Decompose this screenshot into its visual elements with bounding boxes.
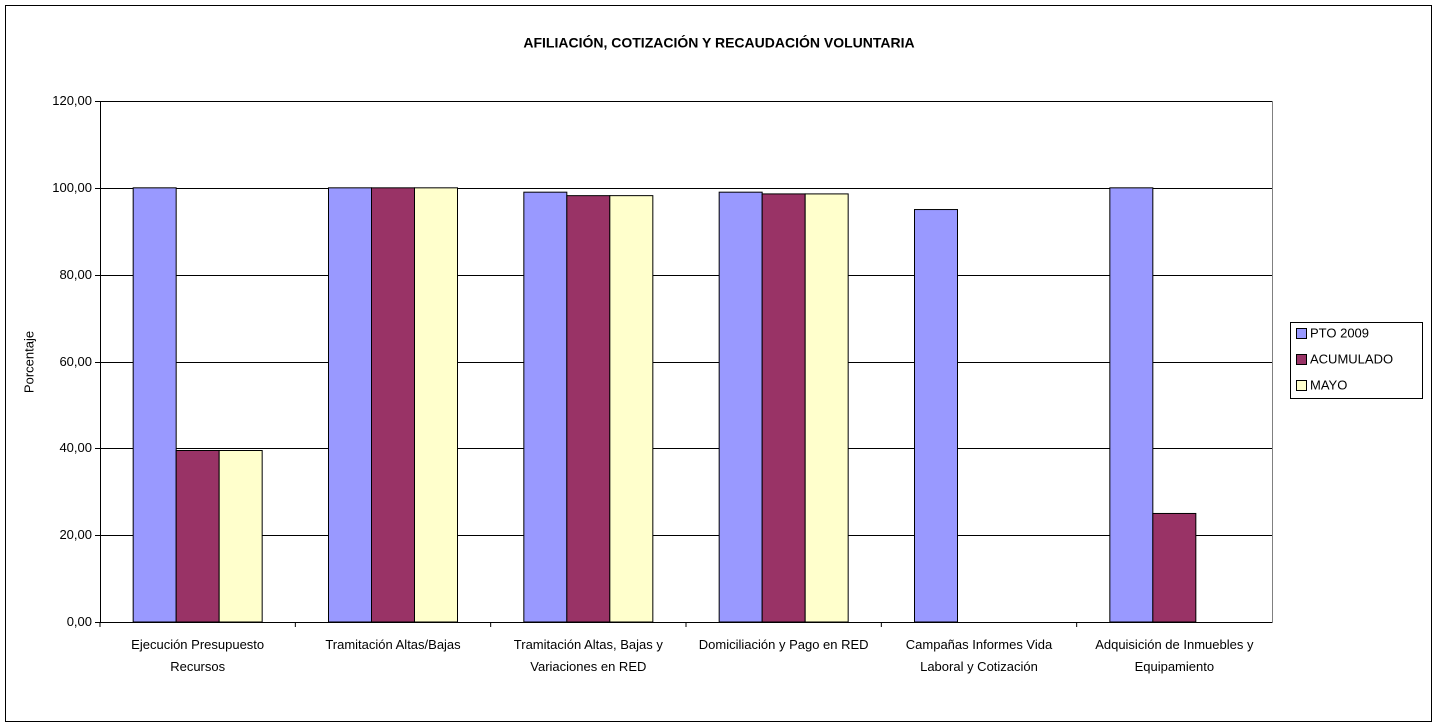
legend-box	[1290, 322, 1423, 399]
bar	[566, 195, 611, 623]
chart-title: AFILIACIÓN, COTIZACIÓN Y RECAUDACIÓN VOL…	[523, 34, 914, 51]
y-tick-label: 60,00	[59, 354, 92, 369]
bar	[328, 187, 372, 623]
y-tick-label: 120,00	[52, 93, 92, 108]
bar	[914, 209, 958, 623]
legend-swatch	[1296, 380, 1307, 391]
x-tick-label-line: Variaciones en RED	[530, 659, 646, 674]
x-tick-label: Tramitación Altas/Bajas	[325, 637, 461, 652]
x-tick-label-line: Recursos	[170, 659, 225, 674]
legend-swatch	[1296, 354, 1307, 365]
bar	[718, 191, 763, 623]
legend-label: MAYO	[1310, 377, 1347, 392]
bar	[761, 193, 806, 623]
bar	[414, 187, 458, 623]
bar	[132, 187, 177, 623]
x-tick-label-line: Ejecución Presupuesto	[131, 637, 264, 652]
legend-swatch	[1296, 328, 1307, 339]
y-tick-label: 40,00	[59, 440, 92, 455]
bar	[218, 450, 263, 623]
y-axis-label: Porcentaje	[21, 331, 36, 393]
x-tick-label-line: Tramitación Altas/Bajas	[325, 637, 461, 652]
y-tick-label: 0,00	[67, 614, 92, 629]
x-tick-label-line: Domiciliación y Pago en RED	[699, 637, 869, 652]
bar	[609, 195, 654, 623]
x-tick-label: Tramitación Altas, Bajas y Variaciones en…	[514, 637, 664, 674]
x-tick-label-line: Equipamiento	[1135, 659, 1215, 674]
y-tick-label: 80,00	[59, 267, 92, 282]
bar	[1109, 187, 1154, 623]
bar	[175, 450, 220, 623]
x-tick-label: Campañas Informes Vida Laboral y Cotizaci…	[906, 637, 1053, 674]
bar	[523, 191, 568, 623]
bar	[804, 193, 849, 623]
x-tick-label: Ejecución Presupuesto Recursos	[131, 637, 264, 674]
y-tick-label: 20,00	[59, 527, 92, 542]
y-tick-label: 100,00	[52, 180, 92, 195]
x-tick-label: Adquisición de Inmuebles y Equipamiento	[1095, 637, 1254, 674]
x-tick-label-line: Campañas Informes Vida	[906, 637, 1053, 652]
bar	[371, 187, 415, 623]
bar	[1152, 512, 1197, 623]
x-tick-label-line: Adquisición de Inmuebles y	[1095, 637, 1254, 652]
legend-label: ACUMULADO	[1310, 351, 1393, 366]
x-tick-label: Domiciliación y Pago en RED	[699, 637, 869, 652]
x-tick-label-line: Tramitación Altas, Bajas y	[514, 637, 664, 652]
legend-label: PTO 2009	[1310, 325, 1369, 340]
x-tick-label-line: Laboral y Cotización	[920, 659, 1038, 674]
